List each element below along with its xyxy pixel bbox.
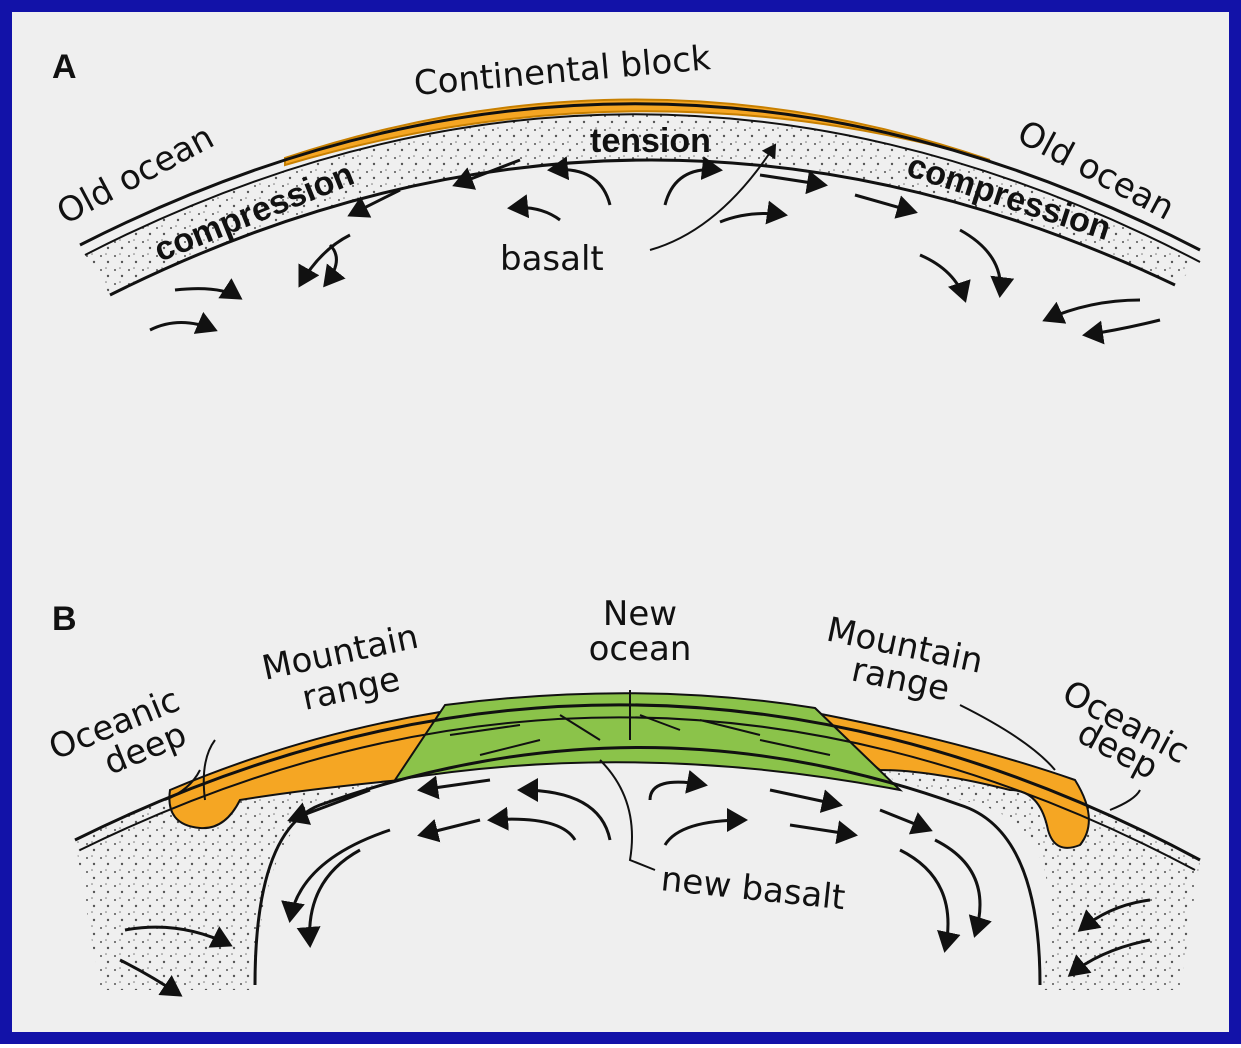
panel-label: A bbox=[52, 48, 77, 86]
label: tension bbox=[590, 122, 711, 160]
diagram: A Continental block Old ocean Old ocean … bbox=[0, 0, 1241, 1044]
label: ocean bbox=[589, 629, 692, 669]
panel-label: B bbox=[52, 600, 77, 638]
label: basalt bbox=[500, 239, 604, 279]
label: New bbox=[603, 594, 677, 634]
